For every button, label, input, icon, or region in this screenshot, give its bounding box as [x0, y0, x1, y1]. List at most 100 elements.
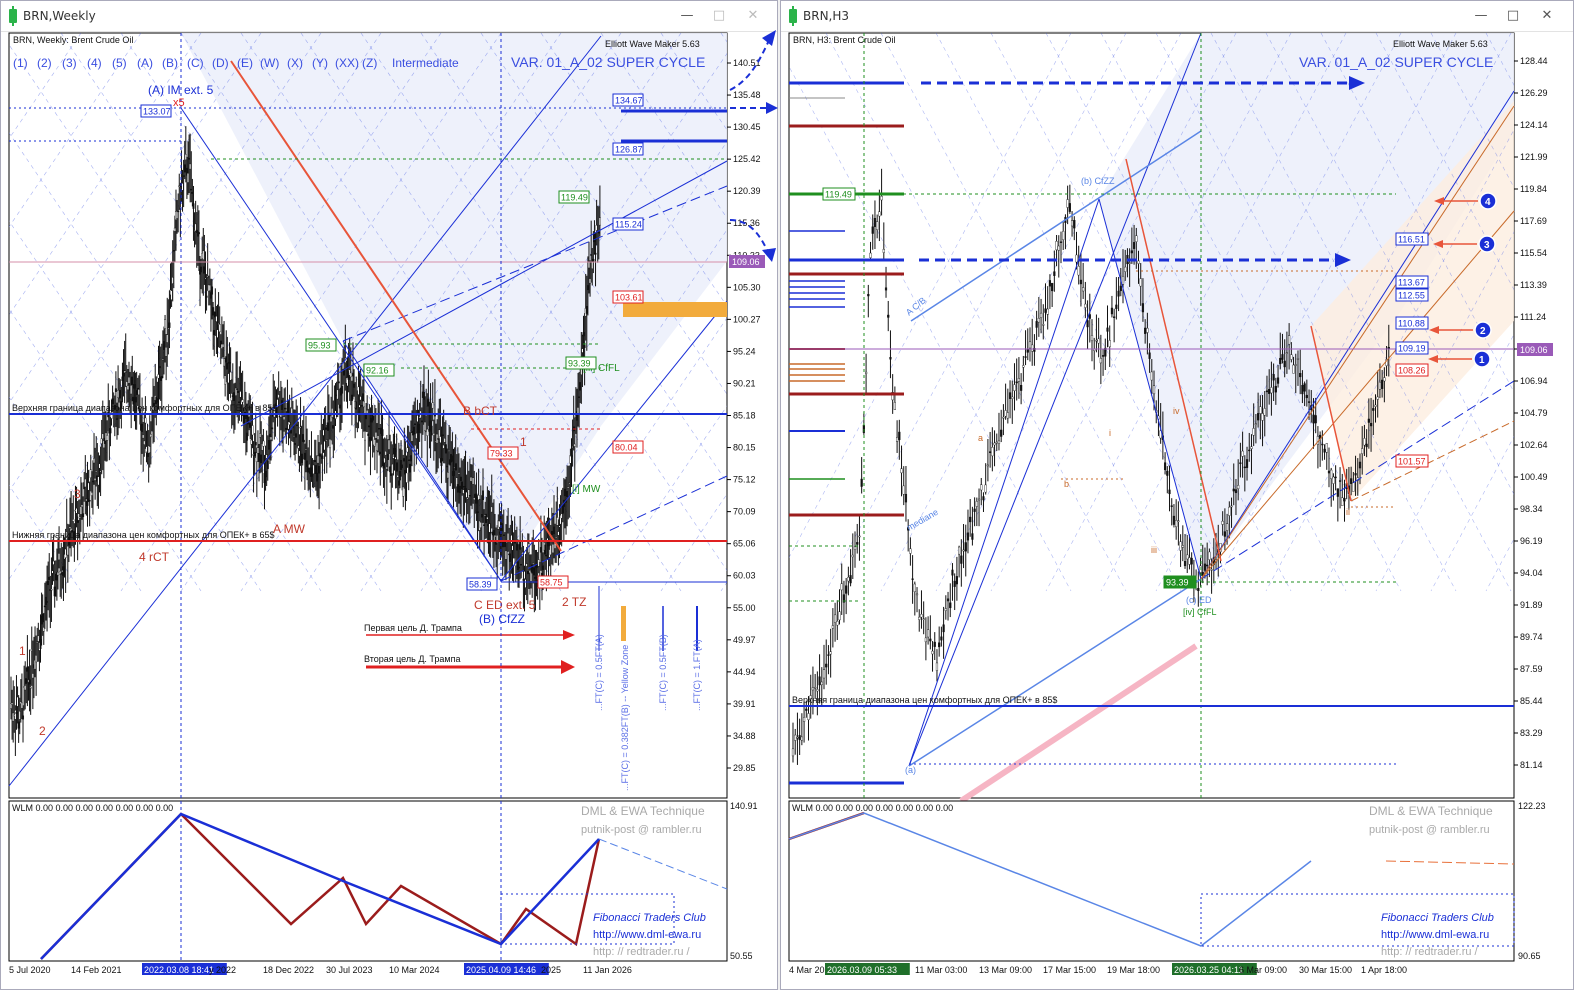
candle-body — [15, 711, 18, 714]
degree-label[interactable]: (3) — [62, 56, 77, 70]
candle-body — [578, 396, 581, 398]
candle-body — [1307, 401, 1311, 403]
degree-label[interactable]: (C) — [187, 56, 204, 70]
wave-label-2-tz: 2 TZ — [562, 595, 586, 609]
candle-body — [472, 477, 475, 485]
candle-body — [802, 717, 806, 722]
degree-label[interactable]: (Y) — [312, 56, 328, 70]
left-chart-canvas[interactable]: Верхняя граница диапазона цен комфортных… — [1, 31, 777, 989]
candle-body — [37, 635, 40, 642]
target-circle[interactable] — [1478, 235, 1496, 253]
left-degree-labels[interactable]: (1) (2) (3) (4) (5) (A) (B) (C) (D) (E) (W) (X) (Y) (… — [13, 56, 377, 70]
right-window-titlebar[interactable]: BRN,H3 — □ ✕ — [781, 1, 1573, 32]
candle-body — [12, 712, 15, 722]
left-brand-4: http://www.dml-ewa.ru — [593, 929, 701, 941]
maximize-icon[interactable]: □ — [1506, 8, 1520, 23]
close-icon[interactable]: ✕ — [1541, 8, 1553, 23]
candle-body — [133, 384, 136, 389]
candle-body — [137, 389, 140, 396]
degree-label[interactable]: (W) — [260, 56, 279, 70]
candle-body — [553, 526, 556, 535]
target-circle[interactable] — [1474, 321, 1492, 339]
candle-body — [212, 307, 215, 316]
candle-body — [26, 666, 29, 672]
level-box — [487, 446, 519, 460]
degree-label[interactable]: (XX) — [335, 56, 359, 70]
maximize-icon[interactable]: □ — [712, 8, 726, 23]
candle-body — [225, 356, 228, 363]
date-tick-label: 13 Mar 09:00 — [979, 965, 1032, 975]
left-channel-dashed — [500, 475, 728, 582]
right-chart-window[interactable]: BRN,H3 — □ ✕ — [780, 0, 1574, 990]
candle-body — [969, 516, 972, 523]
candle-body — [1383, 377, 1386, 382]
left-chart-window[interactable]: BRN,Weekly — □ ✕ — [0, 0, 778, 990]
candle-body — [239, 391, 242, 398]
degree-label[interactable]: (D) — [212, 56, 229, 70]
date-tick-label: 5 Jul 2020 — [9, 965, 51, 975]
candle-body — [1279, 357, 1282, 365]
left-wlm-red-line — [40, 812, 601, 960]
degree-label[interactable]: (2) — [37, 56, 52, 70]
candle-body — [165, 347, 168, 357]
degree-label[interactable]: (E) — [237, 56, 253, 70]
candle-body — [1303, 383, 1306, 392]
right-current-price: 109.06 — [1520, 345, 1548, 355]
candle-body — [800, 736, 803, 741]
candle-body — [1177, 520, 1180, 522]
minimize-icon[interactable]: — — [1474, 8, 1488, 23]
degree-label[interactable]: (5) — [112, 56, 127, 70]
candle-body — [1179, 541, 1182, 551]
candle-body — [904, 493, 908, 503]
right-shaded-zone — [1099, 33, 1514, 579]
left-window-titlebar[interactable]: BRN,Weekly — □ ✕ — [1, 1, 777, 32]
candle-body — [192, 203, 195, 209]
candle-body — [1250, 446, 1253, 450]
candle-body — [318, 466, 321, 474]
candle-body — [477, 495, 480, 500]
candle-body — [889, 357, 892, 360]
close-icon[interactable]: ✕ — [747, 8, 759, 23]
candle-body — [161, 358, 164, 361]
right-candles — [791, 168, 1390, 765]
degree-label[interactable]: (A) — [137, 56, 153, 70]
candle-body — [849, 575, 852, 584]
candle-body — [1208, 551, 1211, 560]
candle-body — [386, 454, 389, 461]
level-box — [466, 577, 498, 591]
right-chart-canvas[interactable]: Верхняя граница диапазона цен комфортных… — [781, 31, 1573, 989]
wave-label-a-mw: A MW — [273, 522, 306, 536]
candle-body — [361, 393, 364, 402]
degree-label[interactable]: (Z) — [362, 56, 377, 70]
candle-body — [1325, 443, 1328, 453]
minimize-icon[interactable]: — — [680, 8, 694, 23]
candle-body — [260, 454, 263, 464]
degree-label[interactable]: (1) — [13, 56, 28, 70]
right-target-markers[interactable]: 1 2 3 4 — [1428, 192, 1497, 368]
right-brand-1: DML & EWA Technique — [1369, 804, 1493, 818]
degree-label[interactable]: (X) — [287, 56, 303, 70]
candle-body — [368, 425, 371, 428]
right-wave-i: i — [1109, 428, 1111, 438]
candle-body — [124, 371, 127, 373]
candle-body — [1028, 341, 1032, 349]
candle-body — [1254, 423, 1257, 425]
right-wlm-projection — [1385, 860, 1515, 865]
candle-body — [556, 517, 559, 526]
candle-body — [557, 531, 560, 536]
candle-body — [288, 422, 291, 425]
price-tick-label: 128.44 — [1520, 56, 1548, 66]
candle-body — [90, 492, 93, 496]
candle-body — [445, 465, 448, 468]
target-circle[interactable] — [1473, 350, 1491, 368]
degree-label[interactable]: (4) — [87, 56, 102, 70]
target-circle[interactable] — [1479, 192, 1497, 210]
right-channel-dashed — [1200, 380, 1515, 580]
right-channel-line — [908, 32, 1202, 767]
candle-body — [416, 415, 419, 422]
candle-body — [1361, 448, 1364, 454]
candle-body — [1343, 498, 1346, 502]
candle-body — [993, 442, 996, 446]
price-tick-label: 106.94 — [1520, 376, 1548, 386]
degree-label[interactable]: (B) — [162, 56, 178, 70]
